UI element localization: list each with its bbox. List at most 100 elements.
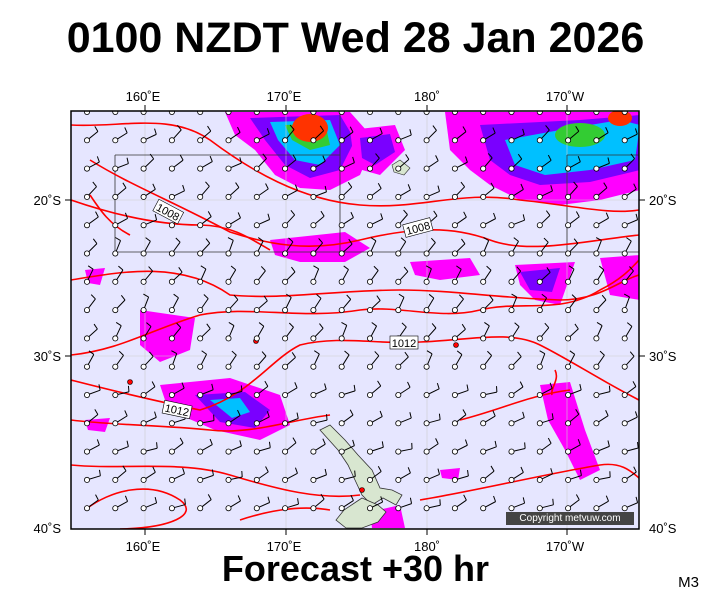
wind-barb <box>480 465 495 483</box>
wind-barb <box>565 439 581 455</box>
wind-barb <box>168 498 186 512</box>
wind-barb <box>84 409 99 427</box>
wind-barb <box>395 442 413 455</box>
wind-barb <box>112 322 122 342</box>
wind-barb <box>593 440 610 455</box>
wind-barb <box>140 411 157 427</box>
wind-barb <box>282 184 298 200</box>
wind-barb <box>593 495 609 512</box>
axis-ticks <box>65 105 645 535</box>
wind-barb <box>140 214 158 229</box>
wind-barb <box>168 124 182 144</box>
wind-barb <box>112 440 129 455</box>
wind-barb <box>140 466 156 483</box>
wind-barb <box>140 153 155 172</box>
wind-barb <box>84 384 101 398</box>
wind-barb <box>282 498 299 512</box>
wind-barb <box>84 238 98 257</box>
wind-barb <box>253 322 265 342</box>
wind-barb <box>395 412 412 427</box>
wind-barb <box>621 213 639 229</box>
wind-barb <box>282 352 296 370</box>
wind-barb <box>310 238 323 257</box>
wind-barb <box>168 111 175 115</box>
wind-barb <box>451 126 467 144</box>
wind-barb <box>621 153 635 172</box>
wind-barb <box>140 381 156 398</box>
wind-barb <box>593 294 607 314</box>
wind-barb <box>225 495 241 512</box>
wind-barb <box>508 411 525 427</box>
wind-barb <box>310 350 320 370</box>
wind-barb <box>593 385 611 398</box>
wind-barb <box>112 157 129 172</box>
wind-barb <box>536 498 554 512</box>
wind-barb <box>423 350 433 370</box>
wind-barb <box>536 382 553 398</box>
lon-label-bottom: 170˚W <box>546 539 585 554</box>
wind-barb <box>338 350 350 370</box>
wind-barb <box>593 265 605 285</box>
wind-barb <box>84 156 100 172</box>
wind-barb <box>112 410 128 427</box>
wind-barb <box>140 497 158 512</box>
wind-barb <box>395 381 411 398</box>
wind-barb <box>423 468 440 483</box>
wind-barb <box>423 499 441 512</box>
wind-barb <box>84 494 99 512</box>
wind-barb <box>84 265 94 285</box>
wind-barb <box>168 267 183 285</box>
wind-barb <box>84 181 97 200</box>
wind-barb <box>225 350 237 370</box>
wind-barb <box>395 184 411 200</box>
wind-barb <box>565 294 577 314</box>
forecast-label: Forecast +30 hr <box>221 548 490 589</box>
wind-barb <box>565 469 582 483</box>
wind-barb <box>451 238 466 257</box>
wind-barb <box>282 154 297 172</box>
wind-barb <box>84 439 100 455</box>
wind-barb <box>508 153 523 172</box>
wind-barb <box>112 127 128 144</box>
wind-barb <box>367 111 373 115</box>
wind-barb <box>253 496 271 512</box>
isobar-label: 1012 <box>392 338 416 350</box>
wind-barb <box>310 185 327 200</box>
lon-label-top: 180˚ <box>414 89 440 104</box>
wind-barb <box>140 351 154 370</box>
wind-barb <box>366 182 382 200</box>
wind-barb <box>225 440 242 455</box>
wind-barb <box>565 211 580 229</box>
wind-barb <box>168 154 184 172</box>
wind-barb <box>310 155 326 172</box>
wind-barb <box>310 438 326 455</box>
wind-barb <box>480 495 497 512</box>
wind-barb <box>366 265 379 285</box>
wind-barb <box>451 439 468 455</box>
wind-barb <box>366 441 384 455</box>
wind-barb <box>480 212 497 229</box>
wind-barb <box>112 495 129 512</box>
wind-barb <box>565 156 581 172</box>
wind-barb <box>508 442 526 455</box>
wind-barb <box>593 111 600 115</box>
wind-barb <box>140 266 153 285</box>
wind-barb <box>395 209 408 229</box>
wind-barb <box>395 111 402 115</box>
wind-barb <box>565 181 578 200</box>
wind-barb <box>84 211 99 229</box>
wind-barb <box>310 493 325 512</box>
wind-barb <box>112 212 129 229</box>
wind-barb <box>253 351 267 370</box>
wind-barb <box>225 111 232 115</box>
wind-barb <box>395 467 411 483</box>
wind-barb <box>225 212 241 229</box>
wind-barb <box>140 293 150 314</box>
lon-label-bottom: 170˚E <box>267 539 302 554</box>
wind-barb <box>197 494 212 512</box>
wind-barb <box>451 494 467 512</box>
wind-barb <box>112 111 119 115</box>
wind-barb <box>423 237 436 257</box>
wind-barb <box>282 209 296 229</box>
wind-barb <box>84 126 99 144</box>
